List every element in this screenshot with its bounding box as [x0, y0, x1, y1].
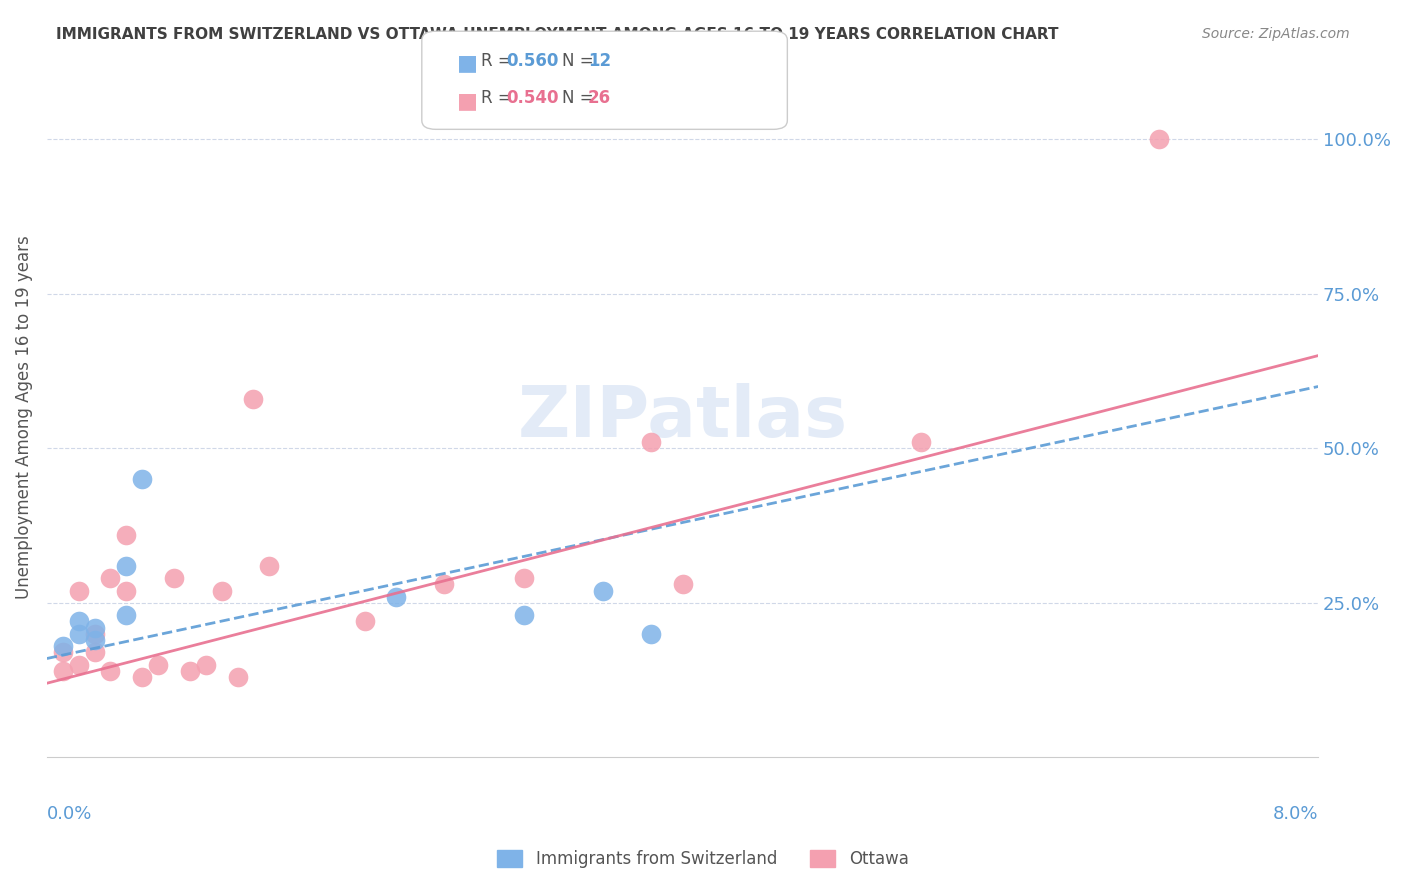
- Point: [179, 664, 201, 678]
- Point: [640, 435, 662, 450]
- Text: R =: R =: [481, 52, 517, 70]
- Point: [131, 472, 153, 486]
- Point: [385, 590, 408, 604]
- Point: [67, 583, 90, 598]
- Text: ZIPatlas: ZIPatlas: [517, 383, 848, 452]
- Text: 8.0%: 8.0%: [1272, 805, 1319, 823]
- Text: N =: N =: [562, 52, 599, 70]
- Text: 12: 12: [588, 52, 610, 70]
- Point: [640, 627, 662, 641]
- Point: [211, 583, 233, 598]
- Text: Source: ZipAtlas.com: Source: ZipAtlas.com: [1202, 27, 1350, 41]
- Text: 0.560: 0.560: [506, 52, 558, 70]
- Point: [163, 571, 186, 585]
- Point: [131, 670, 153, 684]
- Point: [83, 621, 105, 635]
- Point: [512, 608, 534, 623]
- Point: [67, 627, 90, 641]
- Text: IMMIGRANTS FROM SWITZERLAND VS OTTAWA UNEMPLOYMENT AMONG AGES 16 TO 19 YEARS COR: IMMIGRANTS FROM SWITZERLAND VS OTTAWA UN…: [56, 27, 1059, 42]
- Point: [115, 608, 138, 623]
- Point: [100, 664, 122, 678]
- Text: 0.540: 0.540: [506, 89, 558, 107]
- Point: [52, 639, 75, 653]
- Y-axis label: Unemployment Among Ages 16 to 19 years: Unemployment Among Ages 16 to 19 years: [15, 235, 32, 599]
- Text: R =: R =: [481, 89, 517, 107]
- Point: [910, 435, 932, 450]
- Point: [115, 558, 138, 573]
- Point: [194, 657, 217, 672]
- Point: [83, 627, 105, 641]
- Text: 26: 26: [588, 89, 610, 107]
- Point: [83, 632, 105, 647]
- Point: [592, 583, 614, 598]
- Point: [146, 657, 169, 672]
- Point: [1147, 132, 1170, 146]
- Point: [433, 577, 456, 591]
- Legend: Immigrants from Switzerland, Ottawa: Immigrants from Switzerland, Ottawa: [491, 843, 915, 875]
- Point: [671, 577, 693, 591]
- Point: [259, 558, 281, 573]
- Point: [512, 571, 534, 585]
- Text: 0.0%: 0.0%: [46, 805, 93, 823]
- Point: [52, 645, 75, 659]
- Point: [67, 615, 90, 629]
- Point: [100, 571, 122, 585]
- Point: [353, 615, 375, 629]
- Text: ■: ■: [457, 91, 478, 111]
- Point: [115, 583, 138, 598]
- Point: [83, 645, 105, 659]
- Point: [242, 392, 264, 406]
- Point: [115, 528, 138, 542]
- Text: ■: ■: [457, 54, 478, 73]
- Text: N =: N =: [562, 89, 599, 107]
- Point: [67, 657, 90, 672]
- Point: [226, 670, 249, 684]
- Point: [52, 664, 75, 678]
